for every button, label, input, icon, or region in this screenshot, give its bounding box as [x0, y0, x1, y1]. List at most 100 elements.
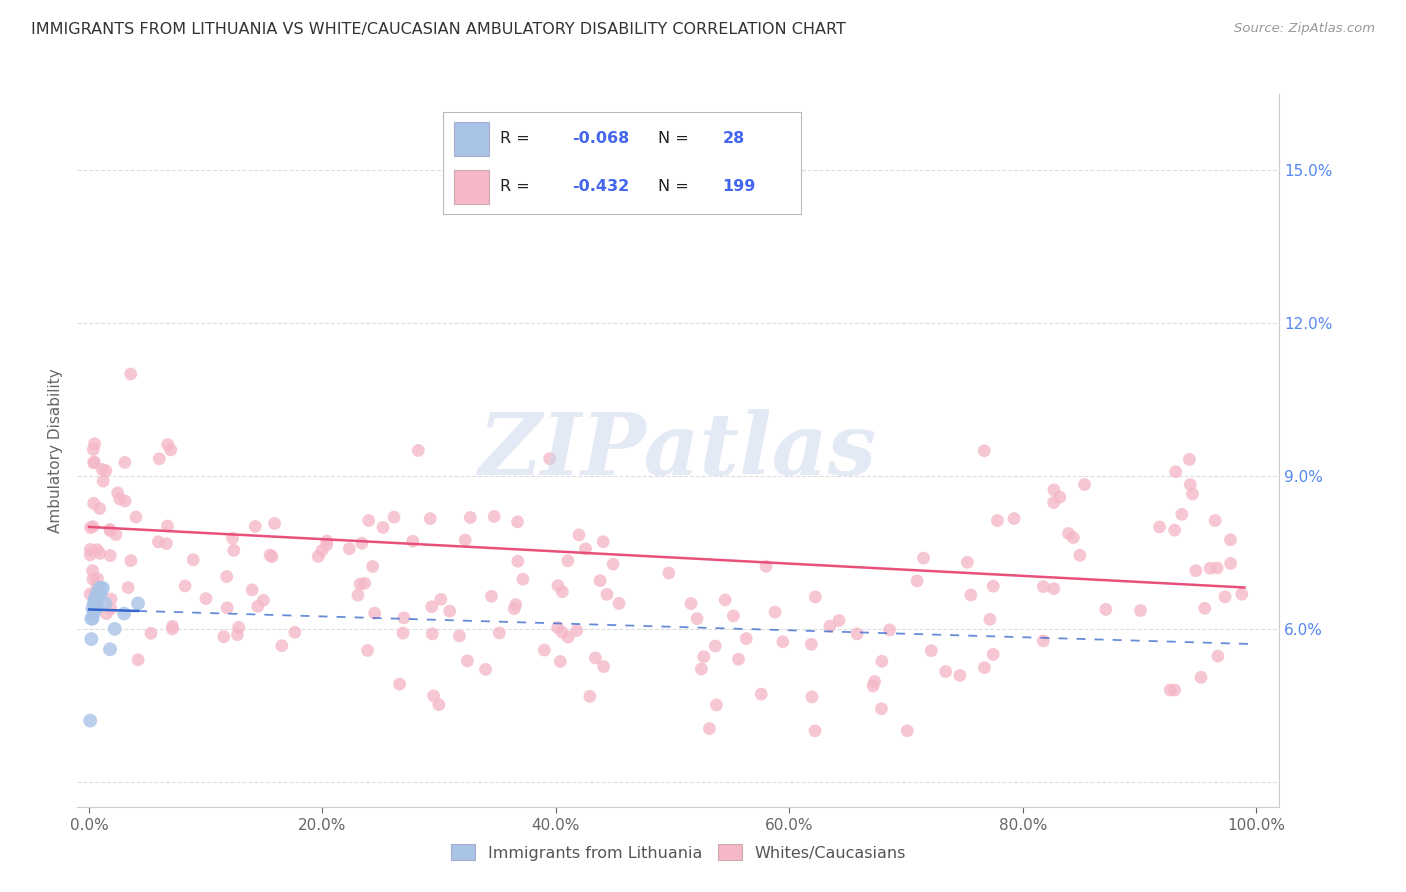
Point	[83, 456, 105, 470]
Point	[87, 591, 110, 606]
Point	[568, 528, 591, 542]
Point	[592, 534, 614, 549]
Point	[91, 581, 114, 595]
Point	[503, 601, 526, 615]
Text: R =: R =	[501, 179, 536, 194]
Point	[1159, 683, 1181, 698]
Point	[804, 723, 827, 738]
Point	[82, 442, 104, 457]
Point	[749, 687, 772, 701]
Point	[96, 607, 118, 621]
Point	[156, 437, 179, 451]
Point	[551, 625, 574, 640]
Point	[533, 643, 555, 657]
Point	[357, 514, 380, 528]
Point	[981, 579, 1004, 593]
Point	[449, 629, 471, 643]
Point	[83, 436, 105, 450]
Point	[551, 584, 574, 599]
Point	[1062, 531, 1084, 545]
Point	[350, 536, 373, 550]
Point	[1043, 483, 1066, 497]
Point	[79, 587, 101, 601]
Point	[84, 596, 107, 610]
Point	[1057, 526, 1080, 541]
Point	[307, 549, 329, 564]
Text: R =: R =	[501, 131, 536, 146]
Point	[162, 619, 184, 633]
Point	[458, 510, 481, 524]
Point	[117, 581, 139, 595]
Point	[863, 674, 886, 689]
Point	[896, 723, 918, 738]
Point	[86, 571, 108, 585]
Point	[482, 509, 505, 524]
Point	[222, 543, 245, 558]
Point	[221, 531, 243, 545]
Point	[714, 593, 737, 607]
Point	[87, 586, 110, 600]
Point	[311, 543, 333, 558]
Point	[1129, 603, 1152, 617]
Point	[392, 611, 415, 625]
Point	[949, 668, 972, 682]
Point	[139, 626, 162, 640]
Point	[120, 367, 142, 381]
Point	[973, 660, 995, 674]
Point	[98, 549, 121, 563]
Point	[89, 546, 111, 560]
Point	[1219, 557, 1241, 571]
Text: Source: ZipAtlas.com: Source: ZipAtlas.com	[1234, 22, 1375, 36]
Point	[804, 590, 827, 604]
Point	[488, 626, 510, 640]
Point	[347, 588, 370, 602]
Point	[356, 643, 378, 657]
Point	[699, 722, 721, 736]
Point	[1213, 590, 1236, 604]
Point	[89, 581, 111, 595]
Point	[79, 520, 101, 534]
Text: 28: 28	[723, 131, 745, 146]
Point	[86, 596, 108, 610]
Point	[181, 553, 204, 567]
Text: 199: 199	[723, 179, 756, 194]
Point	[506, 515, 529, 529]
Point	[98, 642, 121, 657]
Point	[82, 564, 104, 578]
Point	[82, 601, 104, 615]
Point	[361, 559, 384, 574]
Point	[686, 612, 709, 626]
Point	[83, 596, 105, 610]
Point	[1049, 490, 1071, 504]
Point	[862, 679, 884, 693]
Y-axis label: Ambulatory Disability: Ambulatory Disability	[48, 368, 63, 533]
Point	[547, 621, 569, 635]
Point	[723, 608, 745, 623]
Point	[420, 627, 443, 641]
Point	[1180, 477, 1202, 491]
Point	[79, 714, 101, 728]
Point	[259, 548, 281, 562]
Point	[481, 589, 503, 603]
Point	[430, 592, 453, 607]
Point	[100, 602, 122, 616]
Point	[86, 579, 108, 593]
Point	[1178, 452, 1201, 467]
Point	[763, 605, 786, 619]
Point	[1206, 561, 1229, 575]
Point	[156, 519, 179, 533]
Point	[592, 659, 614, 673]
Point	[1149, 520, 1171, 534]
Point	[104, 527, 127, 541]
Point	[870, 702, 893, 716]
Point	[94, 596, 117, 610]
Point	[84, 601, 107, 615]
Point	[90, 586, 112, 600]
Point	[80, 612, 103, 626]
Point	[84, 591, 107, 606]
Point	[127, 653, 149, 667]
Point	[1002, 511, 1025, 525]
Point	[905, 574, 928, 588]
Point	[226, 628, 249, 642]
Point	[879, 623, 901, 637]
